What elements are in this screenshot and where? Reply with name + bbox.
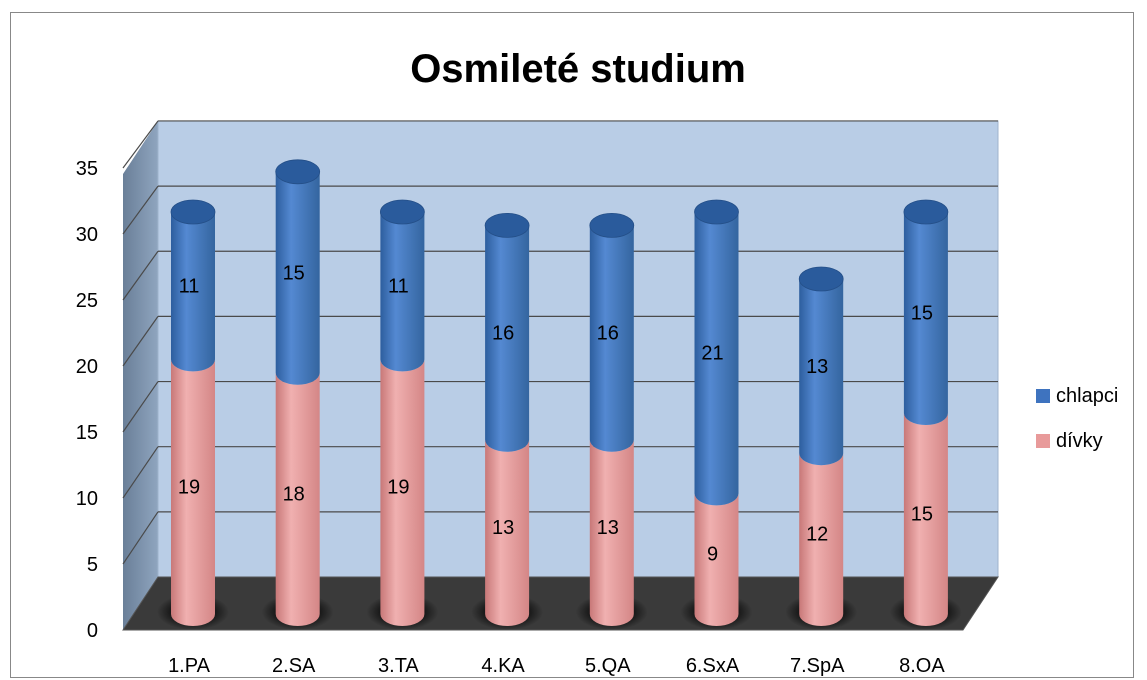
x-tick-label: 8.OA: [899, 655, 945, 677]
chart-title: Osmileté studium: [410, 47, 746, 91]
x-tick-label: 4.KA: [481, 655, 525, 677]
x-tick-label: 7.SpA: [790, 655, 845, 677]
bar-segment-chlapci: [903, 212, 948, 425]
data-label-dívky: 9: [707, 544, 718, 566]
data-label-dívky: 12: [806, 524, 828, 546]
gridline-side: [122, 316, 159, 367]
data-label-chlapci: 15: [283, 262, 305, 284]
bar-segment-dívky: [903, 413, 948, 626]
y-tick-label: 30: [76, 224, 98, 246]
x-tick-label: 6.SxA: [686, 655, 740, 677]
x-tick-label: 1.PA: [168, 655, 211, 677]
bar-segment-dívky: [275, 372, 320, 626]
x-tick-label: 5.QA: [585, 655, 631, 677]
gridline-side: [122, 250, 159, 301]
bar-top-cap: [694, 199, 739, 225]
data-label-chlapci: 21: [701, 343, 723, 365]
bar-top-cap: [589, 212, 635, 238]
x-tick-label: 2.SA: [272, 655, 316, 677]
y-tick-label: 5: [87, 554, 98, 576]
bar-segment-dívky: [799, 453, 844, 626]
bar-segment-dívky: [694, 493, 739, 626]
bar-top-cap: [379, 199, 425, 225]
data-label-dívky: 19: [178, 477, 200, 499]
bar-segment-chlapci: [589, 225, 634, 452]
data-labels: 19 11 18 15 19 11 13 16 13 16 9 21 12 13 15 15: [178, 262, 933, 565]
y-tick-label: 15: [76, 422, 98, 444]
legend-swatch-chlapci: [1036, 389, 1050, 403]
data-label-dívky: 15: [911, 504, 933, 526]
gridline-side: [122, 381, 159, 433]
chart-floor: [122, 576, 999, 631]
bar-segment-dívky: [485, 439, 530, 626]
y-tick-label: 35: [76, 158, 98, 180]
data-label-dívky: 13: [597, 517, 619, 539]
gridline-side: [122, 120, 159, 169]
data-label-dívky: 19: [387, 477, 409, 499]
x-tick-label: 3.TA: [378, 655, 419, 677]
bar-top-cap: [903, 199, 949, 225]
bar-segment-chlapci: [380, 212, 425, 372]
chart-side-wall: [123, 121, 158, 630]
bars: [170, 159, 949, 626]
data-label-chlapci: 11: [388, 276, 409, 298]
y-tick-label: 10: [76, 488, 98, 510]
legend-swatch-dívky: [1036, 434, 1050, 448]
bar-segment-dívky: [380, 359, 425, 626]
data-label-dívky: 13: [492, 517, 514, 539]
y-axis: 0 5 10 15 20 25 30 35: [76, 158, 98, 642]
gridline-side: [122, 446, 159, 499]
bar-segment-chlapci: [694, 212, 739, 506]
legend: chlapci dívky: [1036, 385, 1118, 452]
y-tick-label: 20: [76, 356, 98, 378]
data-label-chlapci: 15: [911, 303, 933, 325]
bar-segment-chlapci: [799, 279, 844, 466]
bar-top-cap: [484, 212, 530, 238]
legend-label-chlapci: chlapci: [1056, 385, 1118, 407]
bar-segment-chlapci: [171, 212, 215, 372]
bar-segment-chlapci: [485, 225, 530, 452]
bar-segment-dívky: [589, 439, 634, 626]
data-label-chlapci: 13: [806, 356, 828, 378]
gridline-side: [122, 511, 159, 565]
gridline-side: [122, 185, 159, 235]
bar-top-cap: [798, 266, 844, 292]
bar-top-cap: [170, 199, 216, 225]
legend-label-dívky: dívky: [1056, 430, 1103, 452]
x-axis: 1.PA 2.SA 3.TA 4.KA 5.QA 6.SxA 7.SpA 8.OA: [168, 655, 945, 677]
data-label-chlapci: 16: [492, 323, 514, 345]
bar-top-cap: [275, 159, 321, 185]
data-label-dívky: 18: [283, 483, 305, 505]
y-tick-label: 25: [76, 290, 98, 312]
data-label-chlapci: 16: [597, 323, 619, 345]
y-tick-label: 0: [87, 620, 98, 642]
bar-segment-chlapci: [275, 171, 320, 385]
bar-segment-dívky: [171, 359, 215, 626]
data-label-chlapci: 11: [179, 276, 200, 298]
